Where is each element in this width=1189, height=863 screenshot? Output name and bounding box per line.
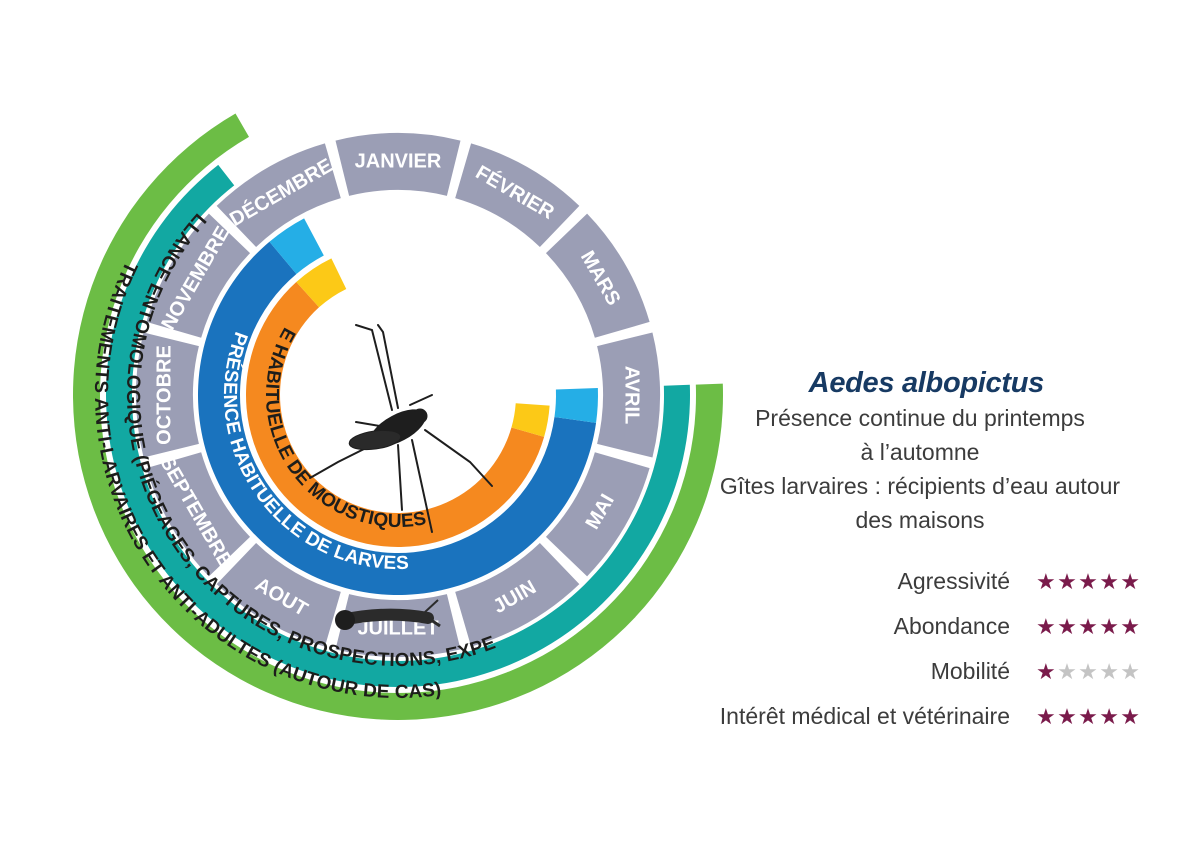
larvae-end-cap [269,218,324,274]
month-segment [545,213,650,338]
star-filled-icon: ★ [1057,703,1077,729]
month-segment [136,332,199,458]
month-segment [455,542,580,647]
star-filled-icon: ★ [1057,568,1077,594]
month-segment [545,452,650,577]
month-segment [335,133,461,196]
star-empty-icon: ★ [1120,658,1140,684]
month-segment [146,452,251,577]
star-filled-icon: ★ [1036,703,1056,729]
rating-label: Mobilité [930,658,1010,684]
species-info-panel: Aedes albopictus Présence continue du pr… [660,365,1140,739]
month-label: JUILLET [357,618,438,640]
ring-larvae [197,218,598,596]
description-line: Présence continue du printemps [755,405,1085,431]
adults-band [245,282,545,547]
month-label: OCTOBRE [154,345,176,445]
star-empty-icon: ★ [1057,658,1077,684]
rating-row: Abondance ★ ★ ★ ★ ★ [660,604,1140,649]
star-empty-icon: ★ [1078,658,1098,684]
month-segment [597,332,661,458]
species-description: Présence continue du printemps à l’autom… [700,401,1140,537]
star-filled-icon: ★ [1036,568,1056,594]
adults-start-cap [511,403,550,437]
star-filled-icon: ★ [1099,703,1119,729]
star-filled-icon: ★ [1120,568,1140,594]
adults-end-cap [296,258,347,308]
description-line: des maisons [855,507,985,533]
star-filled-icon: ★ [1120,613,1140,639]
month-segment [216,143,341,248]
star-filled-icon: ★ [1099,613,1119,639]
month-segment [335,594,461,657]
rating-row: Agressivité ★ ★ ★ ★ ★ [660,559,1140,604]
star-empty-icon: ★ [1099,658,1119,684]
rating-row: Intérêt médical et vétérinaire ★ ★ ★ ★ ★ [660,694,1140,739]
star-filled-icon: ★ [1078,613,1098,639]
description-line: à l’automne [860,439,980,465]
description-line: Gîtes larvaires : récipients d’eau autou… [719,473,1121,499]
month-segment [455,143,580,248]
adult-mosquito-image [309,324,493,533]
larva-image [335,599,441,630]
rating-label: Abondance [893,613,1010,639]
rating-label: Intérêt médical et vétérinaire [719,703,1010,729]
month-label: AVRIL [621,366,643,425]
month-label: JANVIER [355,151,442,173]
rating-row: Mobilité ★ ★ ★ ★ ★ [660,649,1140,694]
star-rating: ★ ★ ★ ★ ★ [1036,658,1140,684]
month-segment [146,213,251,338]
ratings-list: Agressivité ★ ★ ★ ★ ★ Abondance ★ ★ ★ ★ ★ Mobili… [660,559,1140,739]
star-rating: ★ ★ ★ ★ ★ [1036,568,1140,594]
star-filled-icon: ★ [1057,613,1077,639]
rating-label: Agressivité [897,568,1010,594]
larvae-start-cap [554,388,598,423]
star-filled-icon: ★ [1036,658,1056,684]
star-filled-icon: ★ [1036,613,1056,639]
species-name: Aedes albopictus [808,367,1045,399]
ring-adults [245,258,550,547]
star-filled-icon: ★ [1078,703,1098,729]
star-filled-icon: ★ [1120,703,1140,729]
star-filled-icon: ★ [1099,568,1119,594]
star-rating: ★ ★ ★ ★ ★ [1036,613,1140,639]
larvae-band [197,241,597,596]
star-filled-icon: ★ [1078,568,1098,594]
month-segment [216,542,341,647]
star-rating: ★ ★ ★ ★ ★ [1036,703,1140,729]
